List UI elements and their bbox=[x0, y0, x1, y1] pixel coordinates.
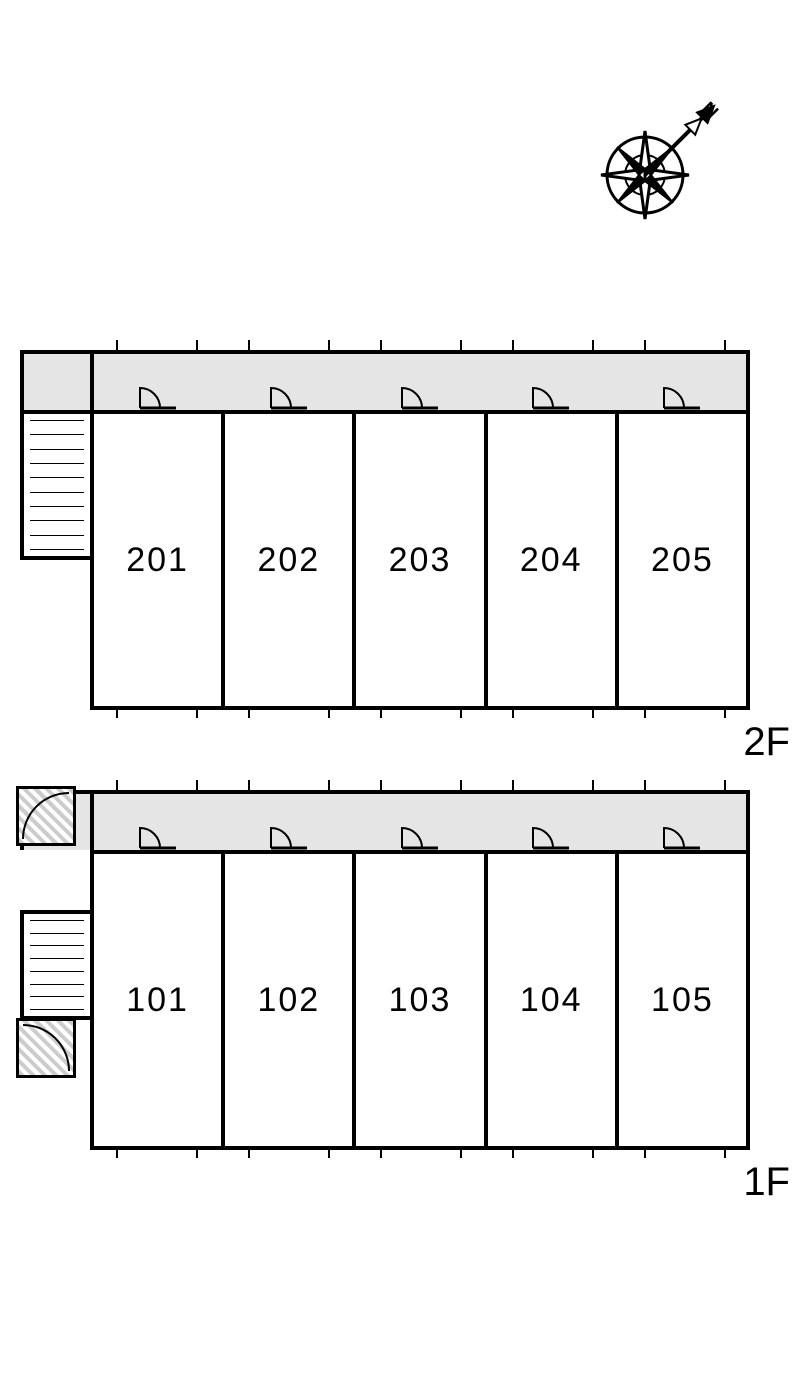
stairwell-2f bbox=[20, 410, 90, 560]
door-icon bbox=[400, 826, 440, 850]
building-outline-2f: 201 202 203 204 205 bbox=[20, 350, 760, 720]
unit-label: 104 bbox=[520, 981, 583, 1020]
unit-205: 205 bbox=[615, 410, 750, 710]
wall-ticks-bottom bbox=[90, 1148, 750, 1160]
door-icon bbox=[269, 826, 309, 850]
building-outline-1f: 101 102 103 104 105 bbox=[20, 790, 760, 1160]
unit-101: 101 bbox=[90, 850, 221, 1150]
unit-104: 104 bbox=[484, 850, 615, 1150]
unit-105: 105 bbox=[615, 850, 750, 1150]
wall-ticks-bottom bbox=[90, 708, 750, 720]
corridor-left-2f bbox=[20, 350, 94, 410]
unit-label: 201 bbox=[126, 541, 189, 580]
unit-204: 204 bbox=[484, 410, 615, 710]
floor-block-1f: 101 102 103 104 105 bbox=[20, 790, 760, 1160]
unit-202: 202 bbox=[221, 410, 352, 710]
entry-vestibule-top bbox=[16, 786, 76, 846]
unit-label: 102 bbox=[257, 981, 320, 1020]
door-icon bbox=[138, 386, 178, 410]
door-icon bbox=[400, 386, 440, 410]
unit-103: 103 bbox=[352, 850, 483, 1150]
unit-label: 202 bbox=[257, 541, 320, 580]
unit-label: 105 bbox=[651, 981, 714, 1020]
unit-label: 103 bbox=[389, 981, 452, 1020]
unit-label: 204 bbox=[520, 541, 583, 580]
units-row-2f: 201 202 203 204 205 bbox=[90, 410, 750, 710]
unit-label: 101 bbox=[126, 981, 189, 1020]
door-icon bbox=[138, 826, 178, 850]
units-row-1f: 101 102 103 104 105 bbox=[90, 850, 750, 1150]
door-icon bbox=[662, 826, 702, 850]
entry-vestibule-bottom bbox=[16, 1018, 76, 1078]
unit-102: 102 bbox=[221, 850, 352, 1150]
floor-label-1f: 1F bbox=[743, 1160, 790, 1205]
floor-label-2f: 2F bbox=[743, 720, 790, 765]
door-icon bbox=[662, 386, 702, 410]
unit-201: 201 bbox=[90, 410, 221, 710]
floor-block-2f: 201 202 203 204 205 bbox=[20, 350, 760, 720]
compass-rose: N bbox=[590, 80, 740, 235]
stairwell-1f bbox=[20, 910, 90, 1020]
door-icon bbox=[531, 826, 571, 850]
unit-label: 203 bbox=[389, 541, 452, 580]
unit-label: 205 bbox=[651, 541, 714, 580]
door-icon bbox=[269, 386, 309, 410]
unit-203: 203 bbox=[352, 410, 483, 710]
door-icon bbox=[531, 386, 571, 410]
